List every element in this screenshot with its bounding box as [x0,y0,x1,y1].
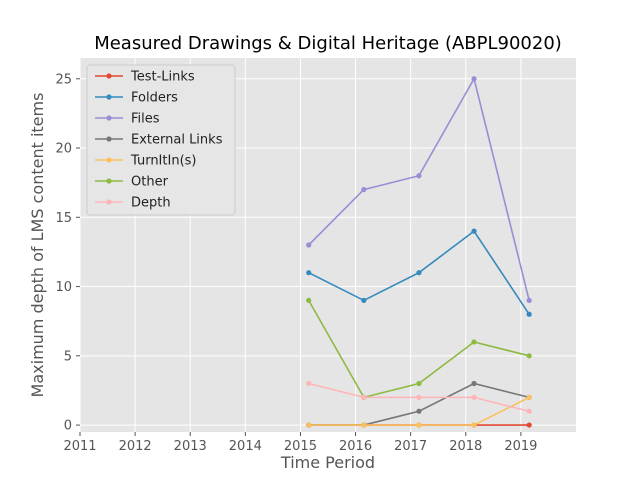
data-point [526,422,532,428]
legend-item-other: Other [95,175,169,190]
legend-marker [106,136,112,142]
legend-item-folders: Folders [95,91,178,106]
data-point [361,186,367,193]
x-tick-label: 2016 [339,439,372,454]
legend-marker [106,115,112,121]
series-files [306,76,532,304]
legend-marker [106,157,112,163]
x-tick-label: 2012 [119,439,152,454]
legend-label: Folders [131,91,178,106]
x-tick-label: 2018 [449,439,482,454]
legend-marker [106,73,112,79]
legend-box [86,64,236,216]
series-folders [306,228,532,317]
data-point [416,422,422,428]
data-point [471,339,477,345]
chart-title: Measured Drawings & Digital Heritage (AB… [94,33,562,54]
legend-item-turnitin-s: TurnItIn(s) [95,154,196,169]
legend-item-test-links: Test-Links [95,70,195,85]
data-point [526,408,532,414]
legend-label: External Links [131,133,223,148]
data-point [526,353,532,359]
legend-item-external-links: External Links [95,133,223,148]
data-point [416,380,422,387]
legend-label: TurnItIn(s) [130,154,196,169]
data-point [526,311,532,317]
legend-label: Other [131,175,169,190]
data-point [526,394,532,400]
y-tick-label: 5 [64,349,72,364]
axis-ticks: 2011 2012 2013 2014 2015 2016 2017 2018 20190510… [55,72,537,454]
data-point [416,408,422,414]
data-point [416,394,422,400]
legend: Test-Links Folders Files External Links Turn… [86,64,236,216]
y-tick-label: 25 [55,72,72,87]
grid [79,58,576,432]
y-axis-label: Maximum depth of LMS content items [28,93,47,398]
y-tick-label: 0 [64,419,72,434]
y-tick-label: 20 [55,142,72,157]
x-tick-label: 2013 [174,439,207,454]
y-tick-label: 15 [55,211,72,226]
x-tick-label: 2014 [229,439,262,454]
legend-item-depth: Depth [95,196,171,211]
legend-marker [106,178,112,184]
legend-label: Depth [131,196,171,211]
data-point [471,380,477,387]
legend-item-files: Files [95,112,160,127]
data-point [361,422,367,428]
data-point [526,297,532,304]
legend-marker [106,199,112,205]
legend-marker [106,94,112,100]
data-point [306,380,312,387]
legend-label: Files [131,112,160,127]
x-tick-label: 2015 [284,439,317,454]
x-tick-label: 2017 [394,439,427,454]
data-point [471,422,477,428]
data-point [306,270,312,276]
data-point [306,422,312,428]
data-point [306,242,312,248]
data-point [471,76,477,82]
data-point [361,394,367,400]
data-point [416,270,422,276]
x-tick-label: 2019 [504,439,537,454]
data-point [416,173,422,179]
x-tick-label: 2011 [63,439,96,454]
x-axis-label: Time Period [280,453,375,472]
data-point [361,297,367,304]
series [306,76,532,428]
data-point [471,228,477,234]
data-point [471,394,477,400]
series-depth [306,380,532,414]
legend-label: Test-Links [130,70,195,85]
data-point [306,297,312,304]
y-tick-label: 10 [55,280,72,295]
series-turnitin-s [306,394,532,428]
